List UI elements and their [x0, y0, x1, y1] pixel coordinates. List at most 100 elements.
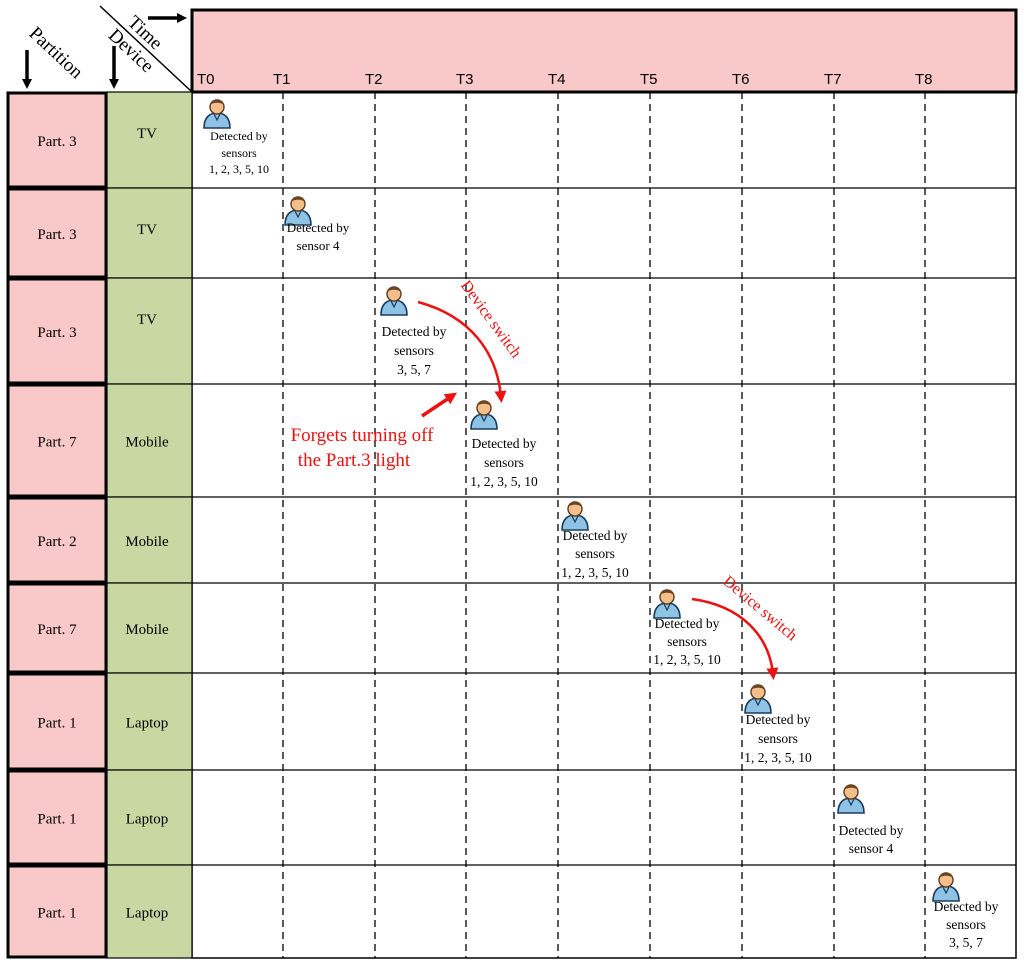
time-tick-t8: T8 — [915, 71, 933, 88]
device-cell — [106, 864, 193, 959]
person-icon — [203, 99, 231, 129]
partition-label: Part. 3 — [37, 134, 76, 150]
device-label: Mobile — [125, 622, 169, 638]
device-cell — [106, 769, 193, 866]
person-icon — [470, 400, 498, 430]
person-icon — [284, 196, 312, 226]
detection-event-t5: Detected by sensors 1, 2, 3, 5, 10 — [653, 589, 721, 667]
forget-note-line-2: the Part.3 light — [298, 450, 411, 471]
partition-label: Part. 2 — [37, 534, 76, 550]
partition-cell — [6, 91, 108, 189]
detection-text-line: sensor 4 — [297, 238, 340, 253]
detection-text-line: Detected by — [382, 324, 447, 339]
detection-text-line: sensors — [394, 343, 434, 358]
person-icon — [932, 872, 960, 902]
corner-diagonal — [99, 5, 193, 93]
device-switch-arrow-1 — [417, 300, 507, 403]
detection-event-t3: Detected by sensors 1, 2, 3, 5, 10 — [470, 400, 538, 489]
detection-text-line: Detected by — [839, 823, 904, 838]
time-tick-t3: T3 — [456, 71, 474, 88]
detection-text-line: 1, 2, 3, 5, 10 — [470, 474, 538, 489]
detection-text-line: 3, 5, 7 — [949, 935, 983, 950]
device-label: Laptop — [126, 906, 169, 922]
device-switch-label-1: Device switch — [457, 278, 524, 362]
partition-label: Partition — [25, 23, 88, 83]
detection-event-t4: Detected by sensors 1, 2, 3, 5, 10 — [561, 501, 629, 580]
device-label: TV — [137, 312, 157, 328]
detection-text-line: sensors — [667, 634, 707, 649]
partition-label: Part. 1 — [37, 812, 76, 828]
detection-text-line: sensors — [946, 917, 986, 932]
time-tick-t7: T7 — [824, 71, 842, 88]
detection-text-line: Detected by — [287, 220, 350, 235]
partition-label: Part. 1 — [37, 906, 76, 922]
detection-text-line: sensors — [484, 455, 524, 470]
detection-text-line: 1, 2, 3, 5, 10 — [561, 565, 629, 580]
detection-text-line: sensors — [221, 146, 257, 160]
forget-note-arrow — [421, 392, 457, 418]
row-cells: Part. 3 TV Part. 3 TV Part. 3 TV Part. 7 Mobile… — [6, 91, 1016, 959]
device-label: Laptop — [126, 716, 169, 732]
detection-text-line: Detected by — [472, 436, 537, 451]
detection-text-line: 1, 2, 3, 5, 10 — [209, 162, 269, 176]
time-tick-t1: T1 — [273, 71, 291, 88]
time-ticks: T0 T1 T2 T3 T4 T5 T6 T7 T8 — [197, 71, 933, 88]
partition-cell — [6, 582, 108, 674]
detection-text-line: 1, 2, 3, 5, 10 — [744, 750, 812, 765]
person-icon — [837, 784, 865, 814]
detection-text-line: sensor 4 — [849, 841, 894, 856]
person-icon — [744, 684, 772, 714]
device-cell — [106, 496, 193, 584]
time-gridlines — [282, 92, 926, 958]
partition-label: Part. 3 — [37, 325, 76, 341]
detection-text-line: Detected by — [563, 528, 628, 543]
partition-cell — [6, 187, 108, 279]
partition-cell — [6, 769, 108, 866]
time-header-band — [190, 8, 1018, 94]
person-icon — [380, 286, 408, 316]
time-tick-t0: T0 — [197, 71, 215, 88]
device-label: Laptop — [126, 812, 169, 828]
detection-text-line: Detected by — [746, 712, 811, 727]
time-tick-t6: T6 — [732, 71, 750, 88]
device-label: Mobile — [125, 435, 169, 451]
device-label: TV — [137, 126, 157, 142]
detection-text-line: 3, 5, 7 — [397, 362, 431, 377]
partition-cell — [6, 672, 108, 771]
partition-cell — [6, 383, 108, 498]
partition-cell — [6, 496, 108, 584]
detection-event-t2: Detected by sensors 3, 5, 7 — [380, 286, 447, 377]
person-icon — [561, 501, 589, 531]
partition-label: Part. 3 — [37, 227, 76, 243]
device-label: Mobile — [125, 534, 169, 550]
time-tick-t5: T5 — [640, 71, 658, 88]
person-icon — [653, 589, 681, 619]
detection-event-t7: Detected by sensor 4 — [837, 784, 904, 856]
detection-event-t6: Detected by sensors 1, 2, 3, 5, 10 — [744, 684, 812, 765]
detection-text-line: Detected by — [210, 129, 268, 143]
detection-text-line: Detected by — [655, 616, 720, 631]
detection-text-line: sensors — [758, 731, 798, 746]
forget-note-line-1: Forgets turning off — [291, 425, 435, 446]
detection-text-line: Detected by — [934, 899, 999, 914]
device-switch-arrow-2 — [691, 597, 779, 680]
device-label: TV — [137, 222, 157, 238]
detection-event-t8: Detected by sensors 3, 5, 7 — [932, 872, 999, 950]
partition-label: Part. 1 — [37, 716, 76, 732]
partition-label: Part. 7 — [37, 435, 77, 451]
detection-text-line: sensors — [575, 546, 615, 561]
time-tick-t2: T2 — [365, 71, 383, 88]
detection-event-t0: Detected by sensors 1, 2, 3, 5, 10 — [203, 99, 269, 176]
detection-text-line: 1, 2, 3, 5, 10 — [653, 652, 721, 667]
partition-cell — [6, 277, 108, 385]
detection-event-t1: Detected by sensor 4 — [284, 196, 350, 253]
partition-cell — [6, 864, 108, 959]
device-cell — [106, 187, 193, 279]
partition-label: Part. 7 — [37, 622, 77, 638]
device-cell — [106, 91, 193, 189]
device-cell — [106, 277, 193, 385]
time-tick-t4: T4 — [548, 71, 566, 88]
